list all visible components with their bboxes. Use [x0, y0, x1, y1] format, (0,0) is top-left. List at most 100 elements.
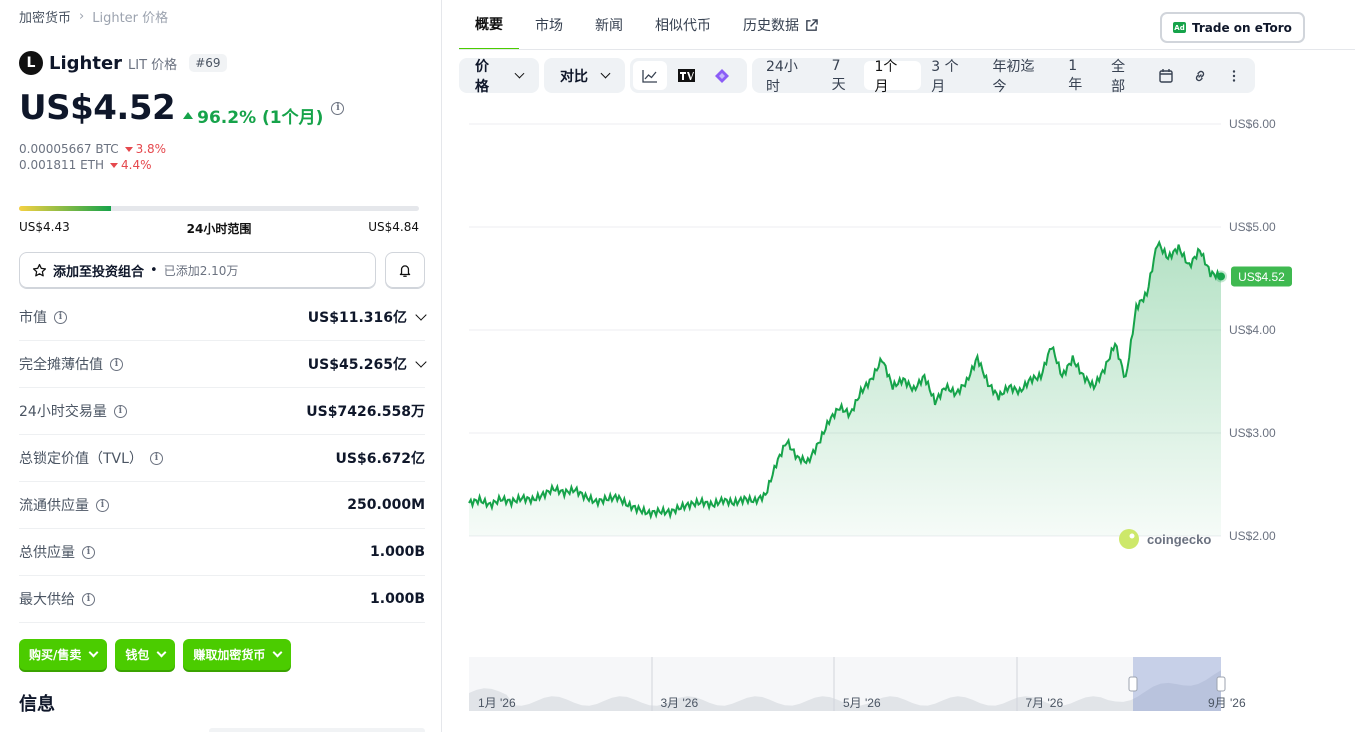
- more-options-button[interactable]: [1217, 61, 1251, 90]
- stat-row[interactable]: 市值 i US$11.316亿: [19, 294, 427, 341]
- tab-label: 相似代币: [655, 18, 711, 34]
- price-chart[interactable]: US$6.00 US$5.00 US$4.00 US$3.00 US$2.00 US$4.…: [443, 100, 1355, 600]
- tab-2[interactable]: 新闻: [579, 0, 639, 50]
- chevron-down-icon[interactable]: [415, 356, 427, 368]
- stat-label: 市值 i: [19, 307, 67, 327]
- coin-header: L Lighter LIT 价格 #69: [19, 51, 227, 75]
- stat-row: 24小时交易量 i US$7426.558万: [19, 388, 425, 435]
- info-icon[interactable]: i: [54, 310, 67, 324]
- btc-change-value: 3.8%: [135, 142, 167, 156]
- share-link-button[interactable]: [1183, 61, 1217, 90]
- etoro-label: Trade on eToro: [1192, 20, 1292, 35]
- tab-0[interactable]: 概要: [459, 0, 519, 50]
- navigator-series: [469, 670, 1221, 711]
- range-button-2[interactable]: 1个月: [864, 59, 922, 95]
- info-icon[interactable]: i: [82, 592, 95, 606]
- navigator-label: 7月 '26: [1026, 696, 1064, 710]
- link-icon: [1195, 70, 1205, 81]
- stat-row: 最大供给 i 1.000B: [19, 576, 425, 623]
- range-navigator[interactable]: 1月 '26 3月 '26 5月 '26 7月 '26 9月 '26: [443, 600, 1355, 718]
- tab-4[interactable]: 历史数据: [727, 0, 834, 50]
- stat-label: 完全摊薄估值 i: [19, 354, 123, 374]
- breadcrumb-current: Lighter 价格: [92, 11, 169, 26]
- y-tick-label: US$3.00: [1229, 426, 1276, 440]
- range-button-4[interactable]: 年初迄今: [992, 58, 1035, 95]
- chevron-down-icon: [272, 647, 283, 658]
- star-icon: [32, 263, 47, 276]
- price-row: US$4.52 96.2% (1个月) i: [19, 88, 345, 128]
- stat-row: 总供应量 i 1.000B: [19, 529, 425, 576]
- info-icon[interactable]: i: [82, 545, 95, 559]
- compare-dropdown[interactable]: 对比: [544, 58, 625, 93]
- navigator-selection[interactable]: [1133, 657, 1221, 711]
- price-dropdown[interactable]: 价格: [459, 58, 539, 95]
- wallet-button[interactable]: 钱包: [115, 639, 176, 670]
- earn-crypto-label: 赚取加密货币: [193, 648, 266, 662]
- current-price-label: US$4.52: [1238, 270, 1285, 284]
- eth-price: 0.001811 ETH: [19, 158, 105, 172]
- eth-price-row: 0.001811 ETH 4.4%: [19, 158, 152, 172]
- range-button-5[interactable]: 1年: [1068, 57, 1083, 93]
- stat-value: 1.000B: [370, 544, 425, 560]
- trade-on-etoro-button[interactable]: Ad Trade on eToro: [1160, 12, 1305, 43]
- stat-row[interactable]: 完全摊薄估值 i US$45.265亿: [19, 341, 427, 388]
- stat-label: 总锁定价值（TVL） i: [19, 448, 163, 468]
- info-icon[interactable]: i: [96, 498, 109, 512]
- range-button-6[interactable]: 全部: [1111, 58, 1126, 95]
- navigator-handle[interactable]: [1216, 676, 1226, 692]
- range-button-1[interactable]: 7天: [831, 57, 846, 93]
- caret-down-icon: [110, 162, 119, 168]
- range-24h-fill: [19, 206, 111, 211]
- range-24h-bar: [19, 206, 419, 211]
- info-icon[interactable]: i: [149, 451, 163, 465]
- navigator-label: 5月 '26: [843, 696, 881, 710]
- stat-label: 24小时交易量 i: [19, 401, 127, 421]
- bell-icon: [399, 264, 411, 277]
- stat-value-text: 1.000B: [370, 591, 425, 607]
- range-button-3[interactable]: 3 个月: [931, 58, 959, 95]
- tradingview-button[interactable]: [669, 61, 703, 90]
- buy-sell-label: 购买/售卖: [29, 648, 82, 662]
- stat-value: US$45.265亿: [308, 354, 427, 374]
- tab-1[interactable]: 市场: [519, 0, 579, 50]
- geckoterminal-button[interactable]: [705, 61, 739, 90]
- tab-3[interactable]: 相似代币: [639, 0, 727, 50]
- tab-label: 市场: [535, 18, 563, 34]
- calendar-button[interactable]: [1149, 61, 1183, 90]
- add-to-portfolio-button[interactable]: 添加至投资组合 • 已添加2.10万: [19, 252, 376, 288]
- info-icon[interactable]: i: [331, 101, 345, 115]
- buy-sell-button[interactable]: 购买/售卖: [19, 639, 108, 670]
- eth-change: 4.4%: [110, 158, 152, 172]
- tab-label: 历史数据: [743, 18, 799, 34]
- line-chart-button[interactable]: [633, 61, 667, 90]
- info-icon[interactable]: i: [110, 357, 123, 371]
- stat-label-text: 市值: [19, 310, 47, 326]
- stat-value-text: US$11.316亿: [307, 310, 407, 326]
- coingecko-eye: [1129, 533, 1135, 539]
- chart-type-group: [630, 58, 747, 93]
- stat-label-text: 完全摊薄估值: [19, 357, 103, 373]
- chevron-down-icon[interactable]: [415, 309, 427, 321]
- chevron-down-icon: [88, 647, 99, 658]
- coin-name: Lighter: [49, 52, 123, 74]
- compare-dropdown-label: 对比: [560, 68, 588, 85]
- y-tick-label: US$6.00: [1229, 117, 1276, 131]
- price-line[interactable]: [468, 239, 1222, 520]
- geckoterminal-icon: [715, 68, 729, 83]
- price-dropdown-label: 价格: [475, 58, 489, 95]
- navigator-label: 1月 '26: [478, 696, 516, 710]
- price-alert-button[interactable]: [385, 252, 425, 288]
- stats-table: 市值 i US$11.316亿完全摊薄估值 i US$45.265亿 24小时交易量 i US…: [19, 294, 427, 623]
- range-low: US$4.43: [19, 220, 70, 234]
- info-icon[interactable]: i: [113, 404, 127, 418]
- breadcrumb-root-link[interactable]: 加密货币: [19, 11, 72, 26]
- external-link-icon: [806, 18, 818, 31]
- tab-label: 概要: [475, 17, 503, 33]
- current-price-marker: [1231, 266, 1292, 287]
- earn-crypto-button[interactable]: 赚取加密货币: [183, 639, 292, 670]
- stat-value: US$7426.558万: [306, 401, 425, 421]
- range-button-0[interactable]: 24小时: [766, 58, 798, 95]
- chevron-down-icon: [600, 68, 611, 79]
- navigator-handle[interactable]: [1128, 676, 1138, 692]
- tab-label: 新闻: [595, 18, 623, 34]
